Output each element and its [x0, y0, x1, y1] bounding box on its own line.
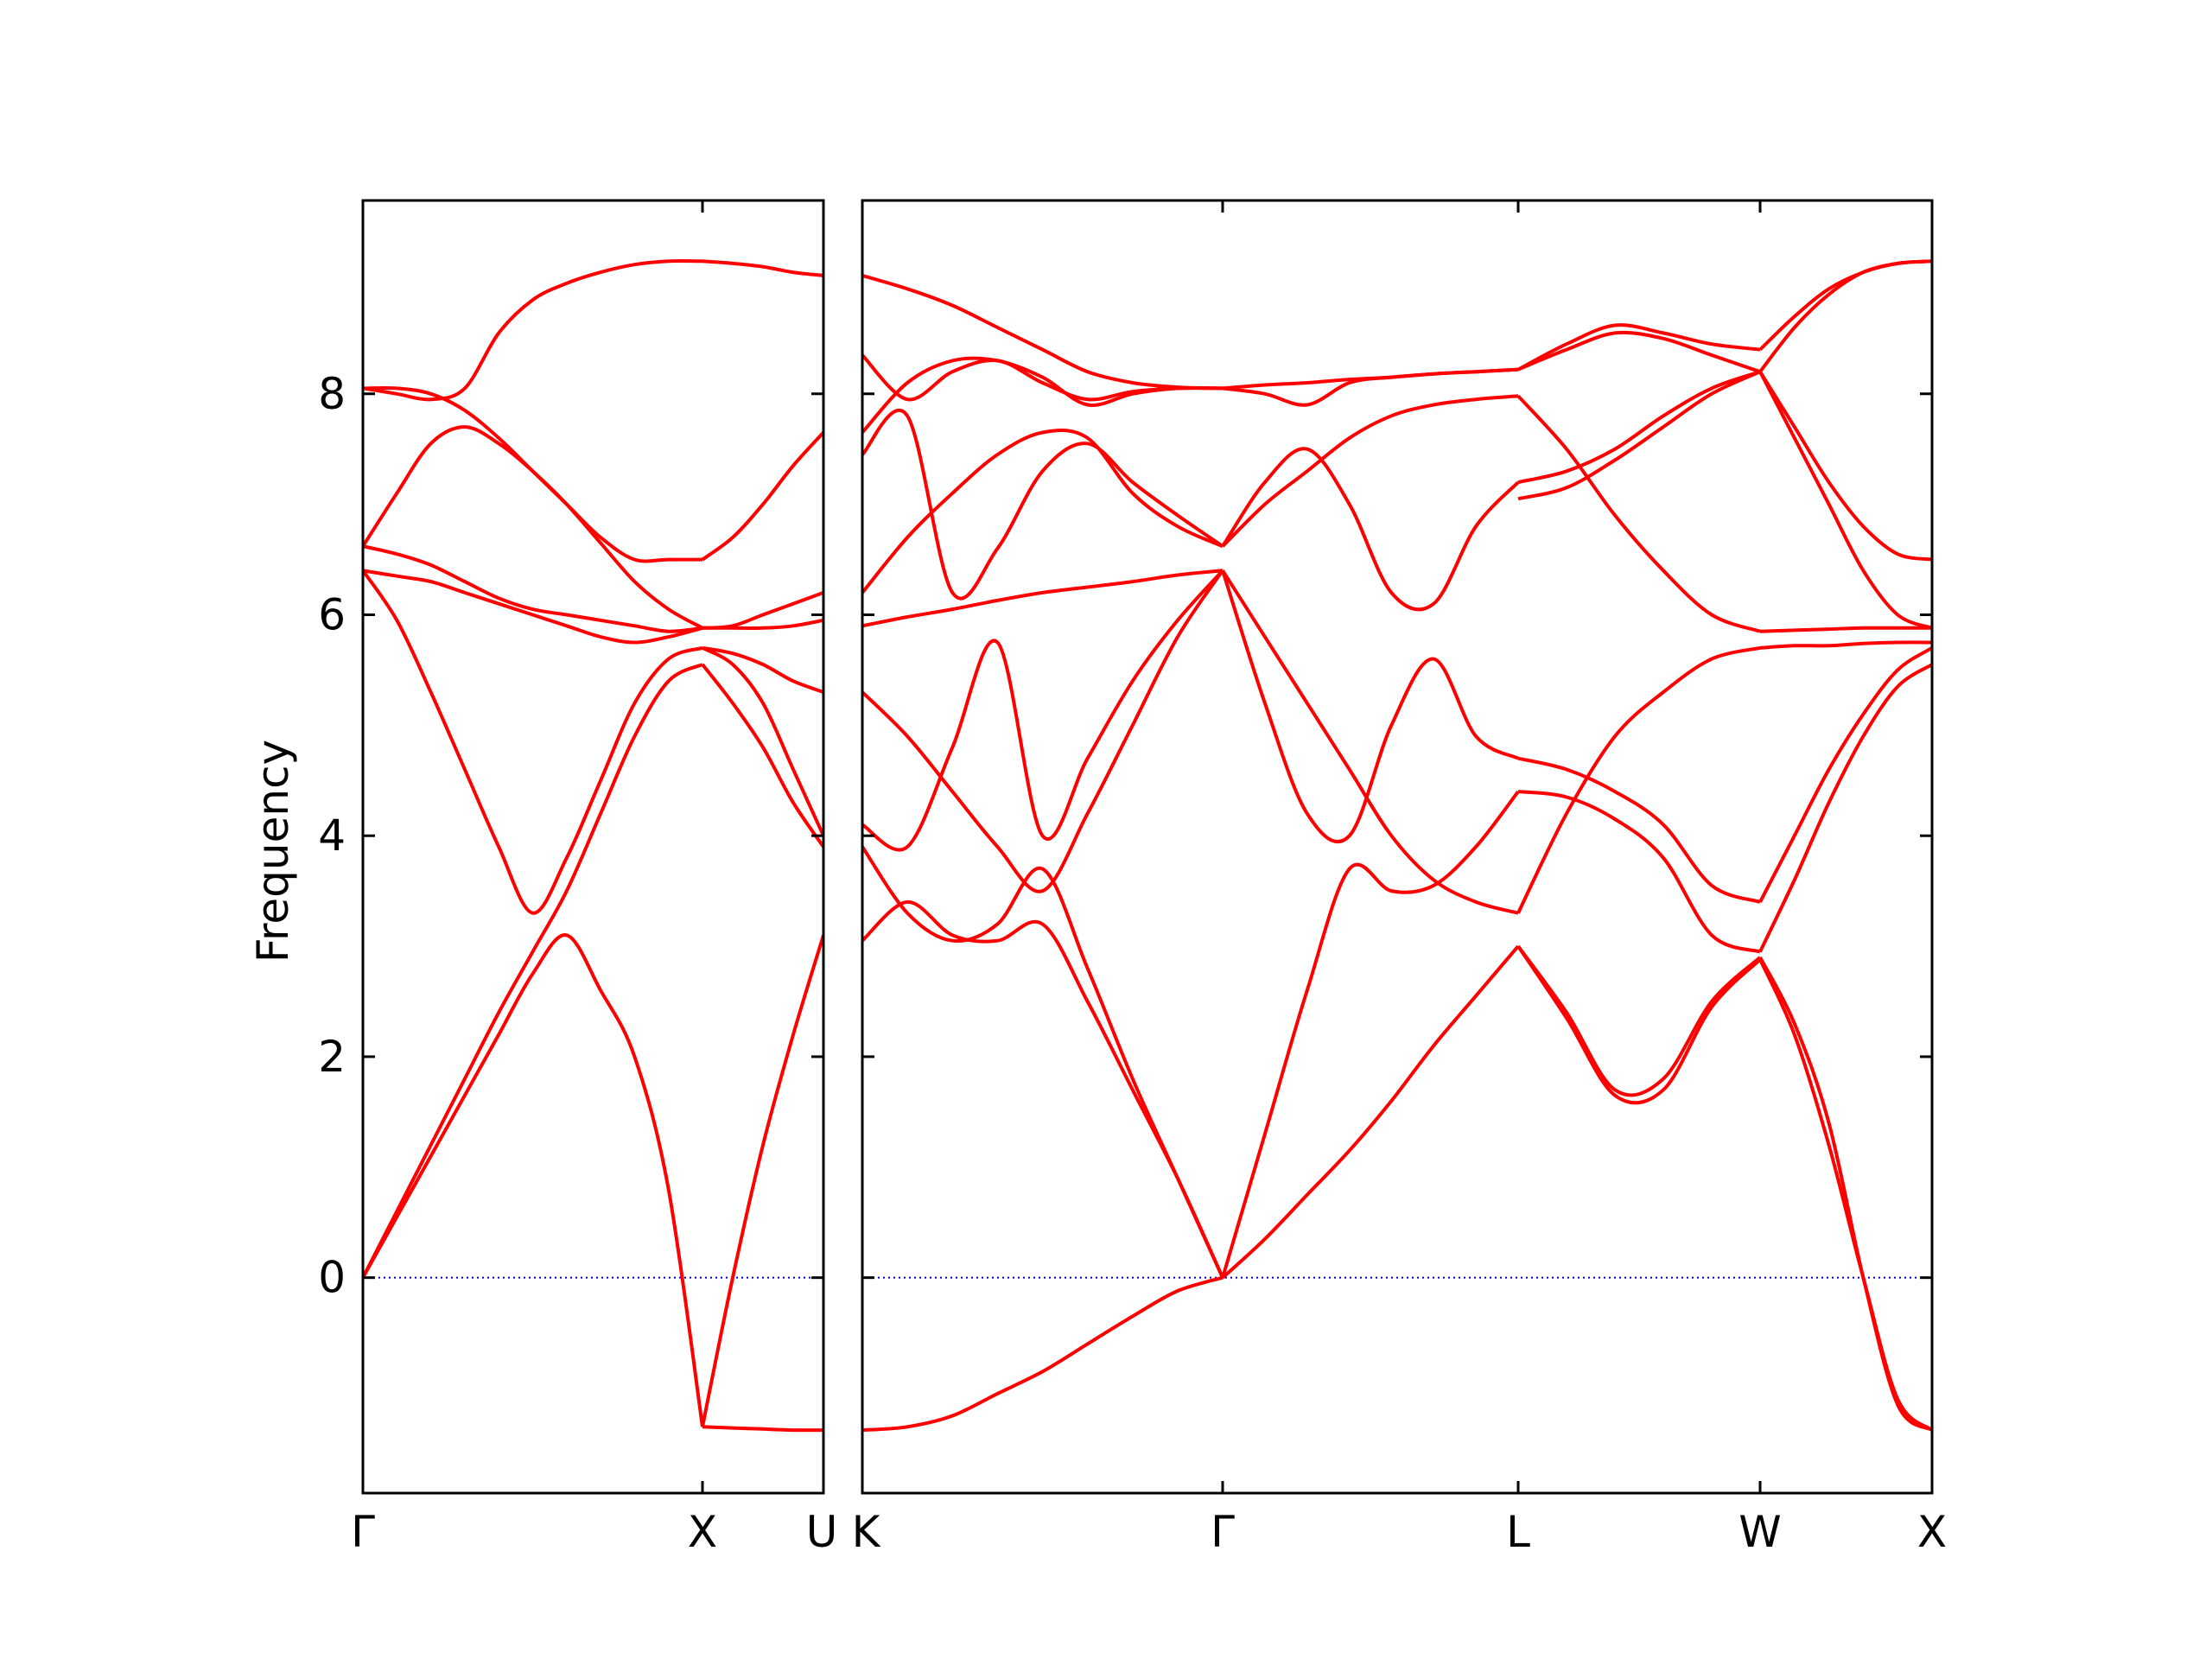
band-line-X-U-8 [701, 431, 823, 562]
band-line-Γ-L-1 [1221, 944, 1520, 1280]
band-line-X-U-2 [701, 934, 823, 1427]
x-tick-label-X: X [688, 1507, 717, 1557]
band-lines [363, 259, 823, 1433]
band-line-Γ-X-1 [363, 933, 704, 1427]
band-line-L-W-3 [1517, 790, 1761, 954]
band-line-K-Γ-9 [862, 356, 1224, 434]
band-line-X-U-4 [702, 646, 823, 837]
band-line-X-U-1 [702, 1425, 823, 1433]
band-line-W-X-2 [1758, 958, 1932, 1432]
band-line-W-X-5 [1759, 640, 1932, 650]
x-tick-label-U: U [806, 1507, 838, 1557]
band-line-Γ-L-5 [1221, 447, 1520, 612]
band-line-Γ-X-7 [363, 385, 702, 563]
band-line-W-X-3 [1758, 663, 1932, 953]
band-line-L-W-7 [1517, 370, 1761, 485]
x-tick-label-Γ: Γ [351, 1507, 375, 1557]
band-line-L-W-2 [1516, 944, 1762, 1105]
band-line-W-X-1 [1758, 956, 1932, 1432]
band-line-L-W-9 [1517, 323, 1761, 372]
band-line-Γ-X-5 [363, 544, 703, 633]
panel-1: 0 2 4 6 8 Γ X U [318, 199, 838, 1557]
band-line-W-X-6 [1759, 626, 1932, 633]
band-line-Γ-L-8 [1222, 367, 1519, 391]
band-lines [862, 259, 1932, 1433]
panel-frame [361, 199, 825, 1495]
panels-layer: 0 2 4 6 8 Γ X U K Γ L W X [318, 199, 1947, 1557]
band-line-X-U-9 [702, 259, 823, 277]
x-tick-label-W: W [1738, 1507, 1781, 1557]
band-line-L-W-6 [1516, 394, 1761, 633]
y-axis-title: Frequency [248, 740, 298, 963]
band-line-K-Γ-1 [862, 1275, 1224, 1433]
band-line-K-Γ-8 [862, 408, 1224, 601]
band-line-Γ-L-3 [1221, 569, 1519, 843]
y-tick-label: 4 [318, 810, 346, 861]
band-line-L-W-10 [1517, 330, 1761, 374]
band-line-K-Γ-2 [862, 899, 1224, 1279]
panel-frame [861, 199, 1934, 1495]
band-line-W-X-7 [1758, 371, 1932, 630]
band-line-W-X-4 [1758, 646, 1932, 903]
band-line-L-W-4 [1517, 756, 1761, 904]
band-line-Γ-X-8 [363, 259, 703, 402]
band-line-K-Γ-10 [862, 353, 1224, 402]
band-line-L-W-1 [1516, 944, 1762, 1097]
band-line-W-X-8 [1758, 371, 1932, 562]
band-line-K-Γ-6 [862, 569, 1224, 628]
band-line-Γ-L-6 [1221, 394, 1519, 548]
band-line-L-W-8 [1517, 370, 1761, 501]
x-tick-label-X: X [1917, 1507, 1947, 1557]
band-line-K-Γ-3 [862, 845, 1224, 1279]
band-line-K-Γ-11 [862, 273, 1224, 391]
band-line-X-U-7 [702, 591, 823, 630]
band-line-Γ-L-2 [1221, 790, 1520, 1279]
band-line-Γ-X-4 [363, 569, 703, 645]
band-line-X-U-3 [701, 663, 823, 849]
band-line-K-Γ-7 [862, 429, 1224, 594]
y-tick-label: 2 [318, 1032, 346, 1082]
y-tick-label: 6 [318, 589, 346, 639]
band-line-Γ-X-2 [363, 663, 703, 1279]
band-line-L-W-5 [1516, 645, 1761, 914]
band-line-Γ-X-3 [363, 569, 703, 915]
band-line-K-Γ-5 [862, 569, 1224, 893]
band-line-K-Γ-4 [862, 569, 1224, 852]
band-line-Γ-X-6 [363, 425, 703, 630]
x-tick-label-Γ: Γ [1211, 1507, 1235, 1557]
y-tick-label: 0 [318, 1253, 346, 1303]
x-tick-label-L: L [1506, 1507, 1530, 1557]
x-tick-label-K: K [852, 1507, 881, 1557]
band-line-W-X-10 [1758, 259, 1932, 373]
band-line-X-U-5 [702, 645, 823, 694]
band-line-Γ-L-4 [1221, 569, 1519, 915]
y-tick-label: 8 [318, 369, 346, 419]
